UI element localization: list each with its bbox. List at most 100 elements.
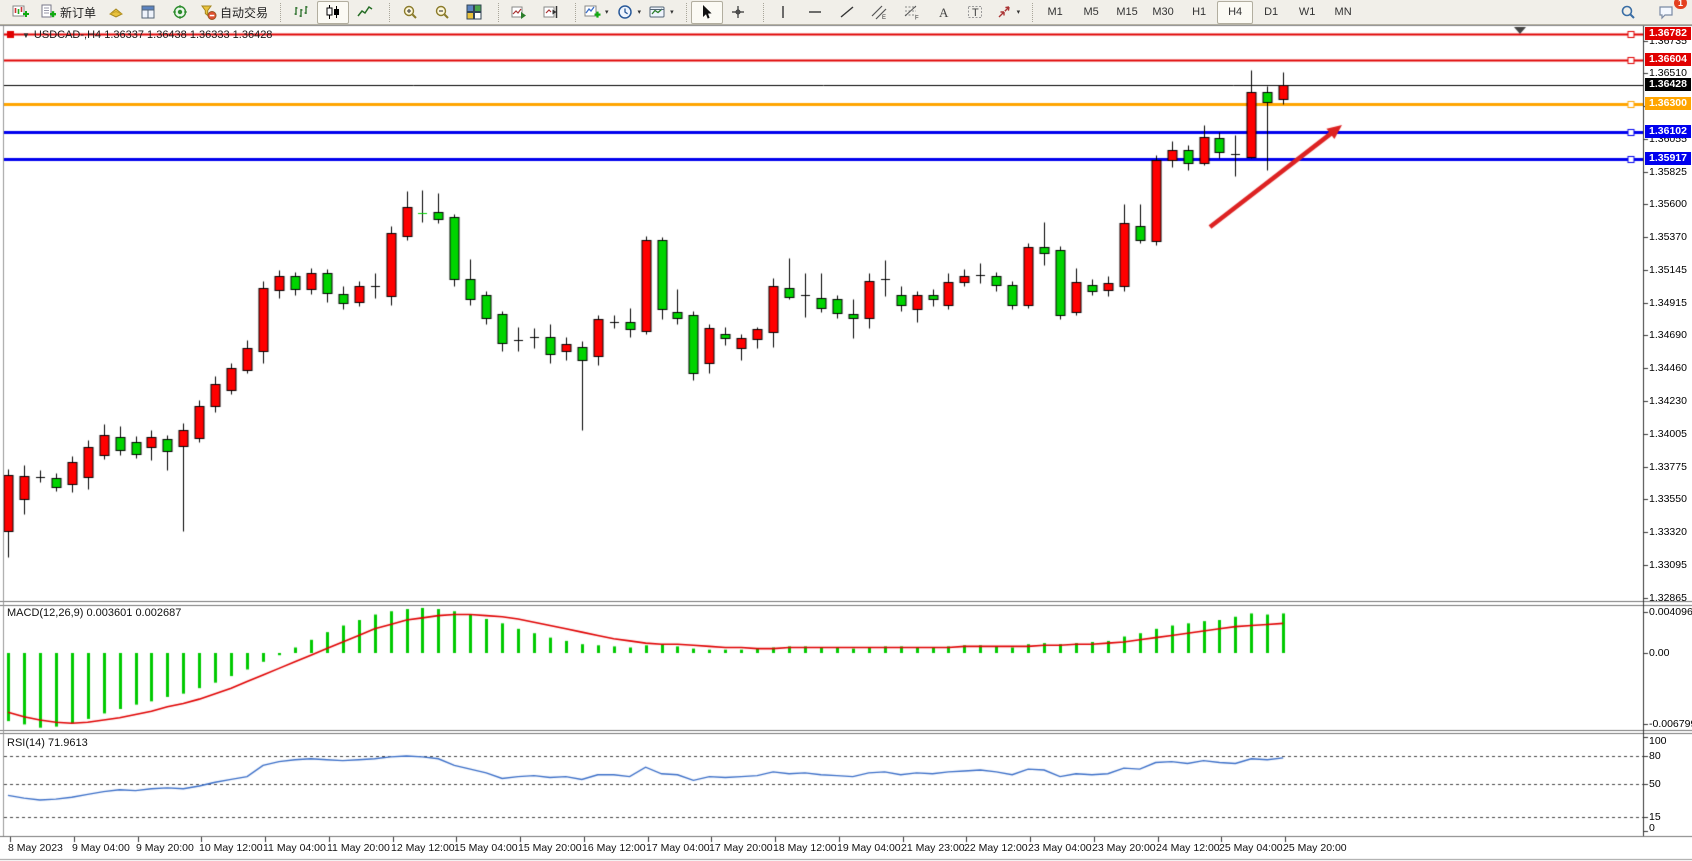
- time-axis-label: 16 May 12:00: [582, 842, 646, 854]
- profiles-button[interactable]: [100, 1, 132, 24]
- channel-icon: E: [871, 4, 888, 21]
- macd-axis-tick: 0.00: [1649, 647, 1670, 659]
- equidistant-channel-button[interactable]: E: [864, 1, 896, 24]
- vertical-line-button[interactable]: [768, 1, 800, 24]
- time-axis-label: 25 May 20:00: [1283, 842, 1347, 854]
- price-tick: 1.32865: [1649, 592, 1687, 604]
- profiles-icon: [108, 4, 125, 21]
- svg-text:A: A: [939, 5, 949, 20]
- zoom-in-button[interactable]: [394, 1, 426, 24]
- chart-shift-icon: [543, 4, 560, 21]
- fibo-icon: F: [903, 4, 920, 21]
- timeframe-m15-button[interactable]: M15: [1116, 6, 1138, 18]
- time-axis-label: 23 May 20:00: [1092, 842, 1156, 854]
- crosshair-button[interactable]: [723, 1, 755, 24]
- price-tick: 1.33775: [1649, 461, 1687, 473]
- periods-icon: [617, 4, 634, 21]
- chat-icon: [1658, 4, 1675, 21]
- price-tick: 1.35600: [1649, 198, 1687, 210]
- auto-scroll-icon: [511, 4, 528, 21]
- timeframe-mn-button[interactable]: MN: [1334, 6, 1352, 18]
- arrows-icon: [996, 4, 1013, 21]
- zoom-out-button[interactable]: [426, 1, 458, 24]
- auto-scroll-button[interactable]: [503, 1, 535, 24]
- price-level-box: 1.36102: [1645, 125, 1691, 138]
- bar-chart-icon: [293, 4, 310, 21]
- macd-signal-value: 0.002687: [135, 607, 182, 619]
- timeframe-m30-button[interactable]: M30: [1152, 6, 1174, 18]
- vline-icon: [775, 4, 792, 21]
- cursor-button[interactable]: [690, 0, 723, 24]
- time-axis-label: 18 May 12:00: [773, 842, 837, 854]
- time-axis-label: 23 May 04:00: [1028, 842, 1092, 854]
- main-toolbar: 新订单 自动交易 ▾ ▾ ▾ E F A T ▾ M1 M5 M15 M30 H1 H4 D1 W1 MN 1: [0, 0, 1692, 25]
- price-tick: 1.35145: [1649, 264, 1687, 276]
- indicators-button[interactable]: ▾: [580, 1, 613, 24]
- new-order-label: 新订单: [60, 5, 97, 20]
- indicators-icon: [584, 4, 601, 21]
- toolbar-separator: [568, 2, 577, 22]
- timeframe-h4-button[interactable]: H4: [1217, 0, 1254, 24]
- time-axis-label: 11 May 20:00: [327, 842, 390, 854]
- time-axis-label: 17 May 20:00: [709, 842, 773, 854]
- price-tick: 1.35370: [1649, 231, 1687, 243]
- data-window-button[interactable]: [132, 1, 164, 24]
- timeframe-w1-button[interactable]: W1: [1298, 6, 1316, 18]
- timeframe-h1-button[interactable]: H1: [1192, 6, 1207, 18]
- navigator-button[interactable]: [164, 1, 196, 24]
- svg-text:T: T: [972, 7, 979, 19]
- fibonacci-button[interactable]: F: [896, 1, 928, 24]
- tile-windows-button[interactable]: [458, 1, 490, 24]
- text-icon: A: [935, 4, 952, 21]
- chat-button[interactable]: 1: [1650, 0, 1687, 24]
- timeframe-m1-button[interactable]: M1: [1047, 6, 1063, 18]
- candles-icon: [325, 4, 342, 21]
- rsi-value: 71.9613: [47, 737, 88, 749]
- chevron-down-icon[interactable]: ▾: [605, 9, 609, 16]
- auto-trading-button[interactable]: 自动交易: [196, 1, 272, 24]
- price-level-box: 1.36782: [1645, 27, 1691, 40]
- templates-icon: [649, 4, 666, 21]
- price-level-box: 1.36300: [1645, 97, 1691, 110]
- auto-trading-label: 自动交易: [220, 5, 269, 20]
- candlestick-mode-button[interactable]: [317, 0, 350, 24]
- toolbar-separator: [679, 2, 687, 22]
- line-chart-mode-button[interactable]: [349, 1, 381, 24]
- macd-indicator-label: MACD(12,26,9) 0.003601 0.002687: [7, 607, 182, 619]
- zoom-out-icon: [434, 4, 451, 21]
- line-chart-icon: [356, 4, 374, 21]
- chart-title-dropdown-icon[interactable]: ▼: [22, 31, 30, 40]
- navigator-icon: [172, 4, 189, 21]
- arrows-tool-button[interactable]: ▾: [992, 1, 1025, 24]
- new-order-button[interactable]: 新订单: [36, 1, 100, 24]
- timeframe-d1-button[interactable]: D1: [1264, 6, 1279, 18]
- crosshair-icon: [730, 4, 747, 21]
- chevron-down-icon[interactable]: ▾: [637, 9, 642, 16]
- toolbar-separator: [1025, 2, 1034, 22]
- price-tick: 1.36510: [1649, 67, 1687, 79]
- new-order-icon: [40, 4, 57, 21]
- templates-button[interactable]: ▾: [645, 1, 678, 24]
- zoom-in-icon: [402, 4, 419, 21]
- horizontal-line-button[interactable]: [800, 1, 832, 24]
- svg-text:F: F: [915, 15, 919, 21]
- trendline-icon: [839, 4, 856, 21]
- cursor-icon: [698, 4, 715, 21]
- bar-chart-mode-button[interactable]: [285, 1, 317, 24]
- text-label-button[interactable]: T: [960, 1, 992, 24]
- new-chart-button[interactable]: [4, 1, 36, 24]
- search-button[interactable]: [1612, 1, 1644, 24]
- trendline-button[interactable]: [832, 1, 864, 24]
- price-tick: 1.33550: [1649, 493, 1687, 505]
- search-icon: [1620, 4, 1637, 21]
- time-axis-label: 15 May 20:00: [518, 842, 582, 854]
- rsi-axis-tick: 80: [1649, 750, 1661, 762]
- chevron-down-icon[interactable]: ▾: [670, 9, 674, 16]
- chevron-down-icon[interactable]: ▾: [1016, 9, 1021, 16]
- chart-canvas[interactable]: [0, 25, 1692, 861]
- chart-shift-button[interactable]: [535, 1, 567, 24]
- text-button[interactable]: A: [928, 1, 960, 24]
- periods-button[interactable]: ▾: [613, 1, 646, 24]
- timeframe-m5-button[interactable]: M5: [1083, 6, 1099, 18]
